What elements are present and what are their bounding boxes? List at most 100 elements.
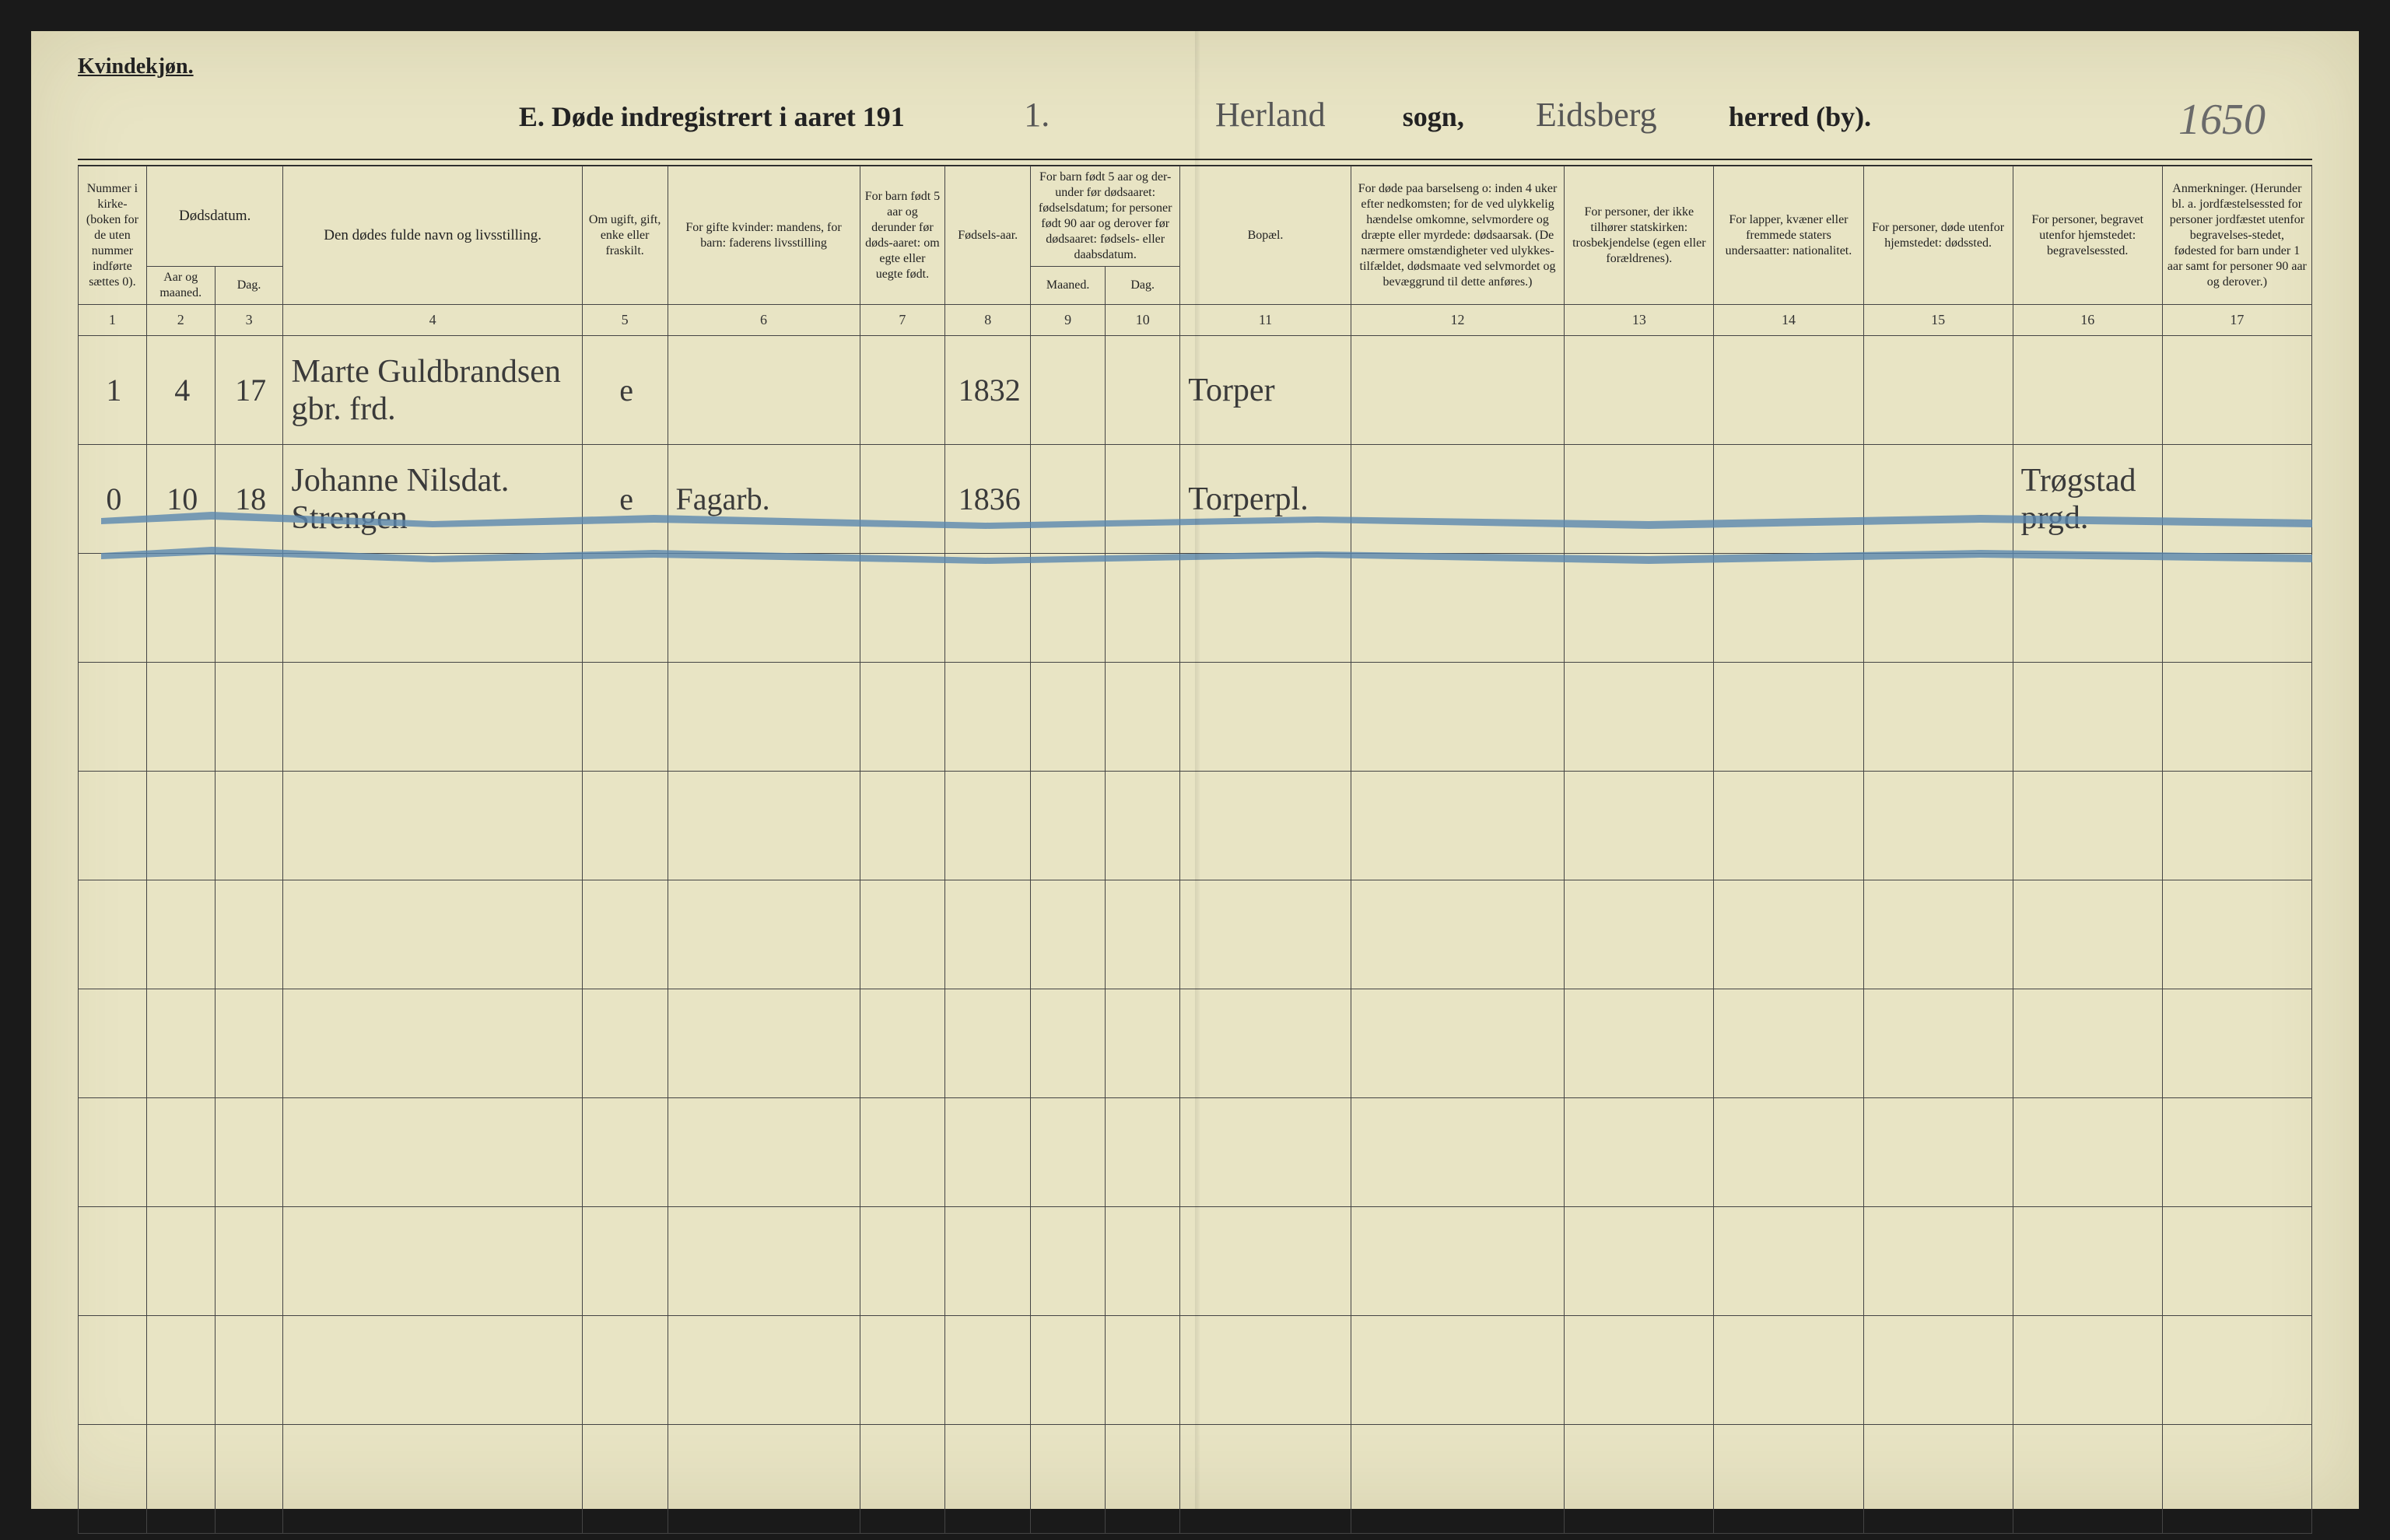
column-header: For døde paa barselseng o: inden 4 uker …	[1351, 166, 1564, 305]
cell-blank	[1106, 663, 1180, 772]
cell-blank	[668, 554, 860, 663]
cell-blank	[1863, 554, 2013, 663]
table-row	[79, 1207, 2312, 1316]
column-number: 7	[860, 305, 945, 336]
cell-blank	[860, 1316, 945, 1425]
column-header: For barn født 5 aar og derunder før døds…	[860, 166, 945, 305]
cell-blank	[1714, 1207, 1863, 1316]
cell-blank	[1180, 1316, 1351, 1425]
cell-year: 1836	[945, 445, 1031, 554]
cell-blank	[215, 989, 283, 1098]
title-row: E. Døde indregistrert i aaret 191 1. Her…	[78, 95, 2312, 135]
cell-blank	[945, 772, 1031, 880]
cell-blank	[1863, 880, 2013, 989]
cell-blank	[1106, 554, 1180, 663]
cell-blank	[1714, 1098, 1863, 1207]
cell-blank	[1180, 1098, 1351, 1207]
cell-blank	[668, 880, 860, 989]
cell-blank	[945, 989, 1031, 1098]
cell-blank	[668, 989, 860, 1098]
cell-blank	[1351, 554, 1564, 663]
cell-blank	[2013, 554, 2162, 663]
cell-blank	[582, 880, 668, 989]
column-number: 12	[1351, 305, 1564, 336]
cell-blank	[79, 554, 147, 663]
cell-blank	[582, 554, 668, 663]
cell-blank	[945, 554, 1031, 663]
column-header: Dag.	[215, 267, 283, 305]
column-number: 11	[1180, 305, 1351, 336]
column-header: Maaned.	[1031, 267, 1106, 305]
cell-blank	[860, 772, 945, 880]
cell-col16: Trøgstad prgd.	[2013, 445, 2162, 554]
cell-blank	[1863, 1098, 2013, 1207]
register-table: Nummer i kirke-(boken for de uten nummer…	[78, 166, 2312, 1534]
cell-blank	[1863, 1425, 2013, 1534]
cell-blank	[1180, 554, 1351, 663]
column-number-row: 1234567891011121314151617	[79, 305, 2312, 336]
cell-day: 18	[215, 445, 283, 554]
column-number: 17	[2162, 305, 2311, 336]
cell-blank	[283, 880, 582, 989]
cell-blank	[860, 880, 945, 989]
cell-col12	[1351, 336, 1564, 445]
register-page: Kvindekjøn. E. Døde indregistrert i aare…	[31, 31, 2359, 1509]
cell-blank	[1863, 989, 2013, 1098]
table-row	[79, 663, 2312, 772]
cell-col6: Fagarb.	[668, 445, 860, 554]
cell-status: e	[582, 336, 668, 445]
cell-blank	[2013, 772, 2162, 880]
herred-label: herred (by).	[1729, 100, 1871, 133]
cell-blank	[215, 880, 283, 989]
sogn-value: Herland	[1169, 95, 1372, 135]
cell-blank	[1565, 880, 1714, 989]
column-header: Anmerkninger. (Herunder bl. a. jordfæste…	[2162, 166, 2311, 305]
cell-blank	[2162, 663, 2311, 772]
cell-col17	[2162, 445, 2311, 554]
cell-blank	[1106, 1207, 1180, 1316]
cell-blank	[1351, 989, 1564, 1098]
cell-blank	[215, 772, 283, 880]
cell-blank	[2162, 880, 2311, 989]
column-header: For barn født 5 aar og der-under før død…	[1031, 166, 1180, 267]
cell-blank	[146, 663, 215, 772]
gender-label: Kvindekjøn.	[78, 54, 2312, 79]
cell-blank	[860, 1098, 945, 1207]
column-header: Om ugift, gift, enke eller fraskilt.	[582, 166, 668, 305]
cell-blank	[668, 1207, 860, 1316]
cell-col10	[1106, 445, 1180, 554]
table-row	[79, 989, 2312, 1098]
cell-blank	[1180, 772, 1351, 880]
cell-blank	[1863, 772, 2013, 880]
cell-col12	[1351, 445, 1564, 554]
cell-blank	[1714, 989, 1863, 1098]
table-row: 01018Johanne Nilsdat. StrengeneFagarb.18…	[79, 445, 2312, 554]
cell-blank	[1180, 880, 1351, 989]
cell-blank	[1180, 663, 1351, 772]
column-header: For personer, begravet utenfor hjemstede…	[2013, 166, 2162, 305]
cell-blank	[215, 1098, 283, 1207]
cell-blank	[146, 1207, 215, 1316]
cell-blank	[582, 663, 668, 772]
cell-col7	[860, 445, 945, 554]
cell-col15	[1863, 445, 2013, 554]
cell-blank	[582, 772, 668, 880]
year-suffix: 1.	[936, 95, 1138, 135]
cell-blank	[2162, 1207, 2311, 1316]
cell-blank	[668, 1316, 860, 1425]
herred-value: Eidsberg	[1495, 95, 1698, 135]
cell-blank	[2013, 1425, 2162, 1534]
cell-status: e	[582, 445, 668, 554]
cell-blank	[2162, 554, 2311, 663]
cell-blank	[860, 1425, 945, 1534]
cell-blank	[1714, 772, 1863, 880]
cell-blank	[582, 989, 668, 1098]
cell-blank	[1714, 663, 1863, 772]
cell-blank	[1351, 880, 1564, 989]
cell-blank	[283, 1207, 582, 1316]
cell-blank	[283, 1316, 582, 1425]
column-number: 13	[1565, 305, 1714, 336]
rule-top	[78, 159, 2312, 160]
cell-blank	[860, 1207, 945, 1316]
cell-blank	[668, 1425, 860, 1534]
